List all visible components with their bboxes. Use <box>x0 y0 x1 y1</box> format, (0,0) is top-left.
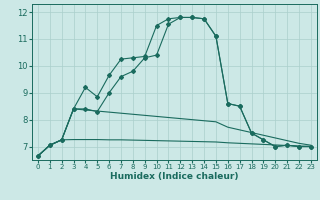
X-axis label: Humidex (Indice chaleur): Humidex (Indice chaleur) <box>110 172 239 181</box>
